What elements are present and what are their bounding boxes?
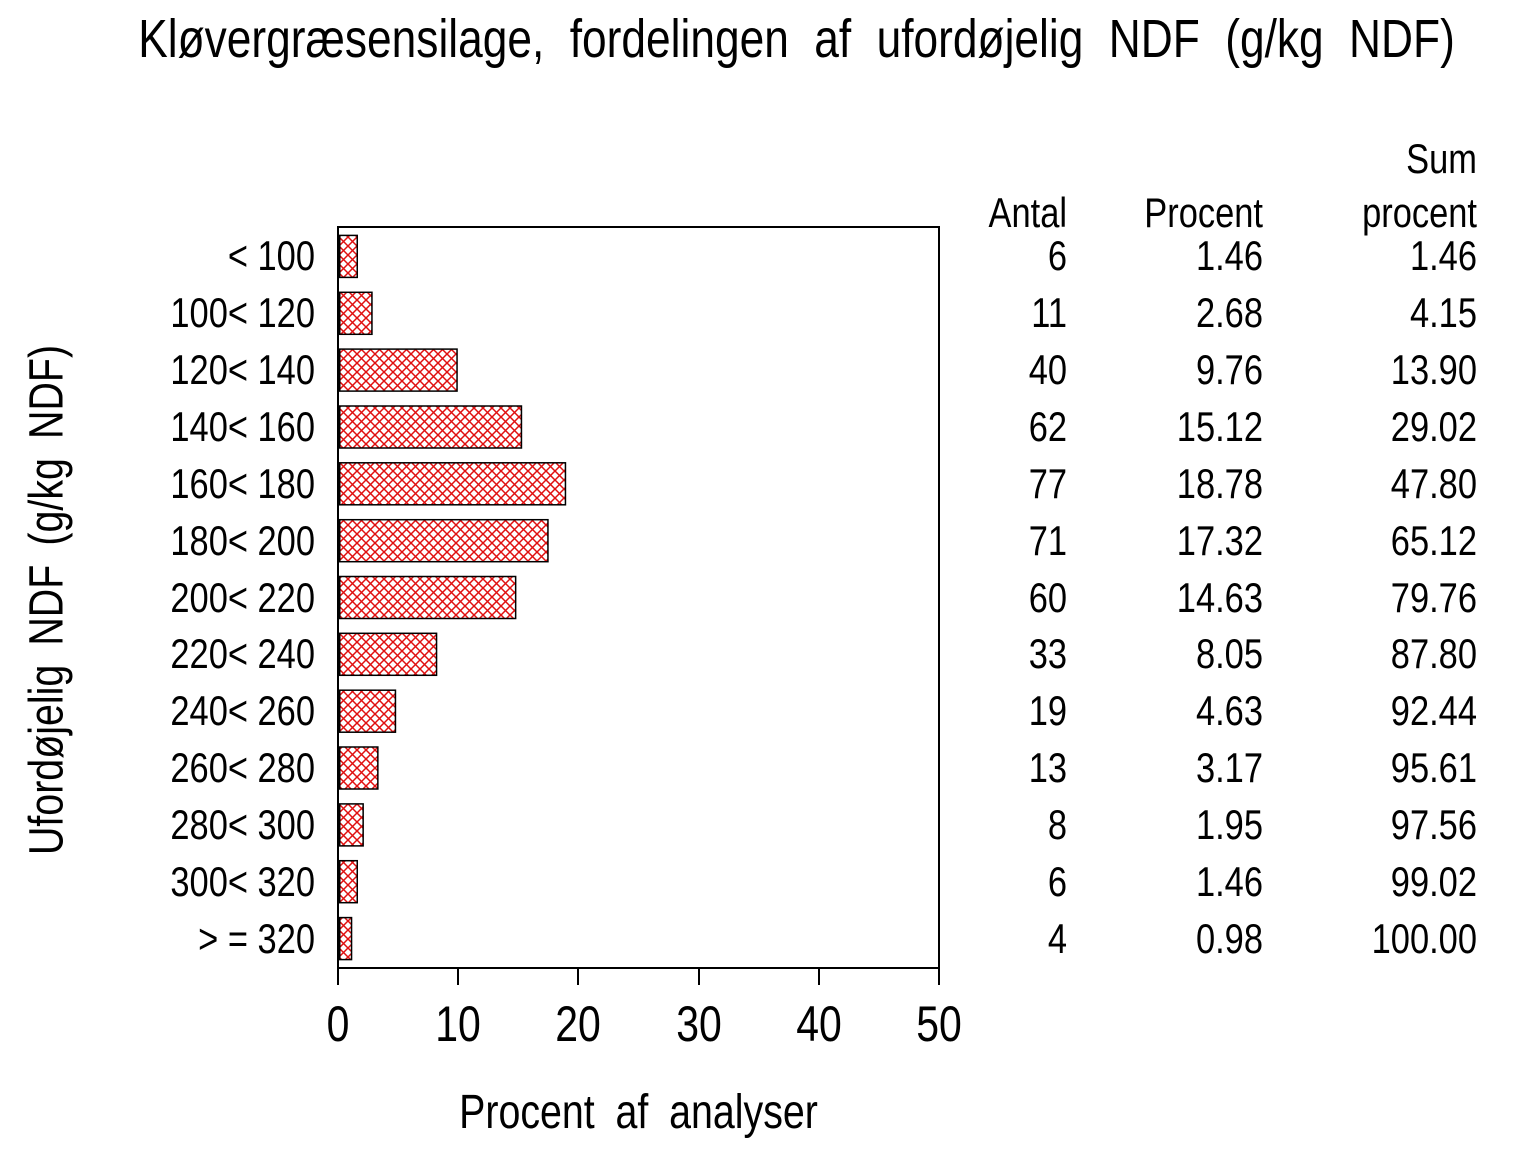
table-cell-antal-9: 13 [1028, 744, 1067, 791]
table-cell-procent-6: 14.63 [1176, 574, 1263, 621]
category-label-1: 100< 120 [170, 289, 315, 336]
bars-canvas [339, 234, 567, 961]
x-tick-10 [457, 969, 459, 985]
table-cell-procent-4: 18.78 [1176, 460, 1263, 507]
table-cell-procent-8: 4.63 [1195, 687, 1263, 734]
table-cell-procent-5: 17.32 [1176, 517, 1263, 564]
bar-4 [339, 462, 567, 506]
table-cell-antal-5: 71 [1028, 517, 1067, 564]
category-label-2: 120< 140 [170, 346, 315, 393]
table-cell-procent-12: 0.98 [1195, 915, 1263, 962]
category-label-11: 300< 320 [170, 858, 315, 905]
x-tick-label-50: 50 [916, 996, 962, 1052]
table-cell-antal-0: 6 [1047, 232, 1067, 279]
table-cell-antal-1: 11 [1031, 289, 1067, 336]
table-cell-antal-11: 6 [1047, 858, 1067, 905]
table-cell-antal-6: 60 [1028, 574, 1067, 621]
table-cell-antal-2: 40 [1028, 346, 1067, 393]
category-label-10: 280< 300 [170, 801, 315, 848]
x-tick-label-20: 20 [555, 996, 601, 1052]
category-label-6: 200< 220 [170, 574, 315, 621]
chart-title: Kløvergræsensilage, fordelingen af uford… [138, 9, 1455, 69]
category-label-8: 240< 260 [170, 687, 315, 734]
bar-3 [339, 405, 523, 449]
table-cell-antal-4: 77 [1028, 460, 1067, 507]
table-cell-sum-1: 4.15 [1409, 289, 1477, 336]
x-tick-50 [938, 969, 940, 985]
table-cell-antal-8: 19 [1028, 687, 1067, 734]
bar-10 [339, 803, 364, 847]
bar-9 [339, 746, 379, 790]
x-tick-30 [698, 969, 700, 985]
table-cell-antal-7: 33 [1028, 630, 1067, 677]
bar-6 [339, 575, 517, 620]
x-tick-label-30: 30 [676, 996, 722, 1052]
x-tick-label-10: 10 [435, 996, 481, 1052]
bar-0 [339, 234, 358, 279]
table-cell-sum-12: 100.00 [1371, 915, 1477, 962]
table-cell-sum-8: 92.44 [1390, 687, 1477, 734]
x-tick-label-40: 40 [796, 996, 842, 1052]
table-cell-sum-10: 97.56 [1390, 801, 1477, 848]
category-label-12: > = 320 [198, 915, 315, 962]
table-cell-sum-9: 95.61 [1390, 744, 1477, 791]
table-cell-procent-10: 1.95 [1195, 801, 1263, 848]
x-tick-0 [337, 969, 339, 985]
category-label-9: 260< 280 [170, 744, 315, 791]
table-cell-sum-0: 1.46 [1409, 232, 1477, 279]
table-cell-antal-3: 62 [1028, 403, 1067, 450]
bar-2 [339, 348, 458, 392]
table-cell-sum-2: 13.90 [1390, 346, 1477, 393]
x-tick-40 [818, 969, 820, 985]
category-label-4: 160< 180 [170, 460, 315, 507]
bar-1 [339, 291, 373, 336]
bar-7 [339, 632, 438, 677]
table-cell-sum-11: 99.02 [1390, 858, 1477, 905]
y-axis-label: Ufordøjelig NDF (g/kg NDF) [20, 344, 74, 856]
table-cell-sum-5: 65.12 [1390, 517, 1477, 564]
table-cell-procent-0: 1.46 [1195, 232, 1263, 279]
category-label-3: 140< 160 [170, 403, 315, 450]
table-cell-procent-9: 3.17 [1195, 744, 1263, 791]
category-label-7: 220< 240 [170, 630, 315, 677]
bar-5 [339, 518, 549, 563]
x-tick-20 [577, 969, 579, 985]
bar-12 [339, 916, 353, 961]
table-cell-sum-3: 29.02 [1390, 403, 1477, 450]
table-cell-procent-11: 1.46 [1195, 858, 1263, 905]
table-cell-antal-12: 4 [1047, 915, 1067, 962]
table-cell-sum-6: 79.76 [1390, 574, 1477, 621]
x-tick-label-0: 0 [326, 996, 350, 1052]
table-cell-procent-2: 9.76 [1195, 346, 1263, 393]
column-header-sum-line2: procent [1362, 189, 1477, 236]
column-header-procent: Procent [1144, 189, 1263, 236]
category-label-5: 180< 200 [170, 517, 315, 564]
table-cell-procent-1: 2.68 [1195, 289, 1263, 336]
table-cell-sum-4: 47.80 [1390, 460, 1477, 507]
table-cell-sum-7: 87.80 [1390, 630, 1477, 677]
column-header-antal: Antal [988, 189, 1067, 236]
table-cell-procent-3: 15.12 [1176, 403, 1263, 450]
x-axis-label: Procent af analyser [459, 1086, 818, 1139]
bar-11 [339, 859, 358, 904]
category-label-0: < 100 [227, 232, 315, 279]
bar-8 [339, 689, 397, 733]
column-header-sum-line1: Sum [1406, 135, 1477, 182]
table-cell-procent-7: 8.05 [1195, 630, 1263, 677]
table-cell-antal-10: 8 [1047, 801, 1067, 848]
plot-area [337, 226, 940, 969]
